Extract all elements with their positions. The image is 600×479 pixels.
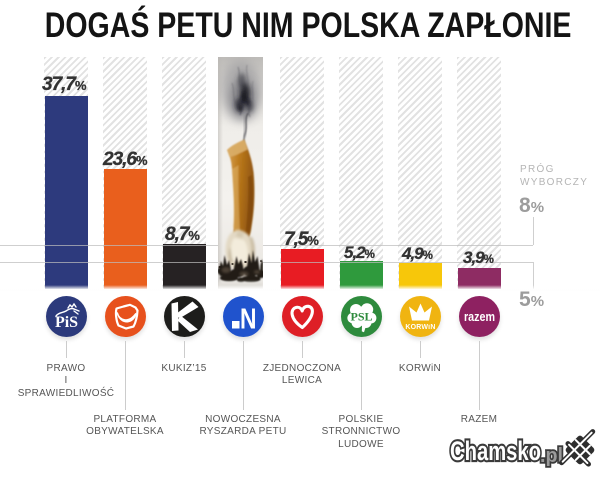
svg-text:PiS: PiS (54, 314, 77, 331)
svg-text:.pl: .pl (540, 445, 563, 467)
svg-text:Chamsko: Chamsko (450, 436, 541, 466)
svg-text:KORWiN: KORWiN (405, 324, 435, 331)
svg-text:razem: razem (464, 310, 495, 324)
svg-text:N: N (240, 304, 257, 336)
svg-text:PSL: PSL (350, 310, 372, 324)
